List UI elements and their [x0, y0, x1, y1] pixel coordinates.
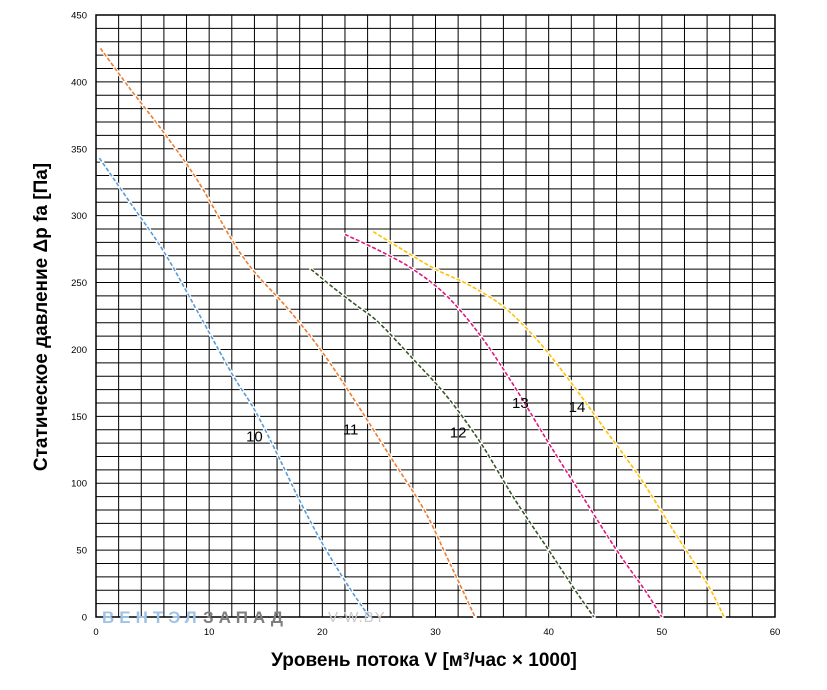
series-11-line	[99, 47, 476, 618]
x-tick-label: 60	[770, 627, 781, 638]
series-10-underlay	[97, 156, 372, 619]
x-tick-label: 40	[543, 627, 554, 638]
plot-frame	[95, 14, 776, 618]
y-tick-label: 250	[71, 278, 87, 289]
x-tick-label: 20	[317, 627, 328, 638]
series-11-label: 11	[343, 422, 359, 439]
y-axis-ticks: 0 50 100 150 200 250 300 350 400 450	[71, 11, 87, 624]
series-12-label: 12	[450, 424, 467, 441]
x-axis-ticks: 0 10 20 30 40 50 60	[93, 627, 780, 638]
y-tick-label: 200	[71, 345, 87, 356]
series-14-line	[372, 231, 725, 618]
watermark: ВЕНТЭЛ ЗАПАД V-W.BY	[102, 608, 386, 627]
series-group	[97, 46, 726, 619]
x-tick-label: 50	[657, 627, 668, 638]
watermark-part2: ЗАПАД	[203, 608, 288, 627]
series-13-line	[344, 233, 663, 618]
y-tick-label: 100	[71, 479, 87, 490]
series-10-line	[98, 157, 371, 618]
y-tick-label: 450	[71, 11, 87, 22]
watermark-url: V-W.BY	[328, 609, 386, 626]
x-tick-label: 10	[204, 627, 215, 638]
series-14-label: 14	[569, 399, 586, 416]
x-tick-label: 30	[430, 627, 441, 638]
x-axis-title: Уровень потока V [м³/час × 1000]	[271, 650, 577, 671]
watermark-part1: ВЕНТЭЛ	[102, 608, 202, 627]
y-tick-label: 350	[71, 144, 87, 155]
y-tick-label: 400	[71, 77, 87, 88]
series-10-label: 10	[246, 428, 263, 445]
series-13-label: 13	[512, 395, 529, 412]
grid	[96, 15, 775, 617]
y-tick-label: 300	[71, 211, 87, 222]
series-11-underlay	[98, 46, 477, 619]
y-tick-label: 150	[71, 412, 87, 423]
y-axis-title: Статическое давление Δp fa [Па]	[31, 163, 52, 471]
y-tick-label: 50	[76, 546, 87, 557]
series-12-line	[310, 268, 595, 618]
y-tick-label: 0	[82, 613, 87, 624]
series-labels: 10 11 12 13 14	[246, 395, 585, 445]
x-tick-label: 0	[93, 627, 98, 638]
